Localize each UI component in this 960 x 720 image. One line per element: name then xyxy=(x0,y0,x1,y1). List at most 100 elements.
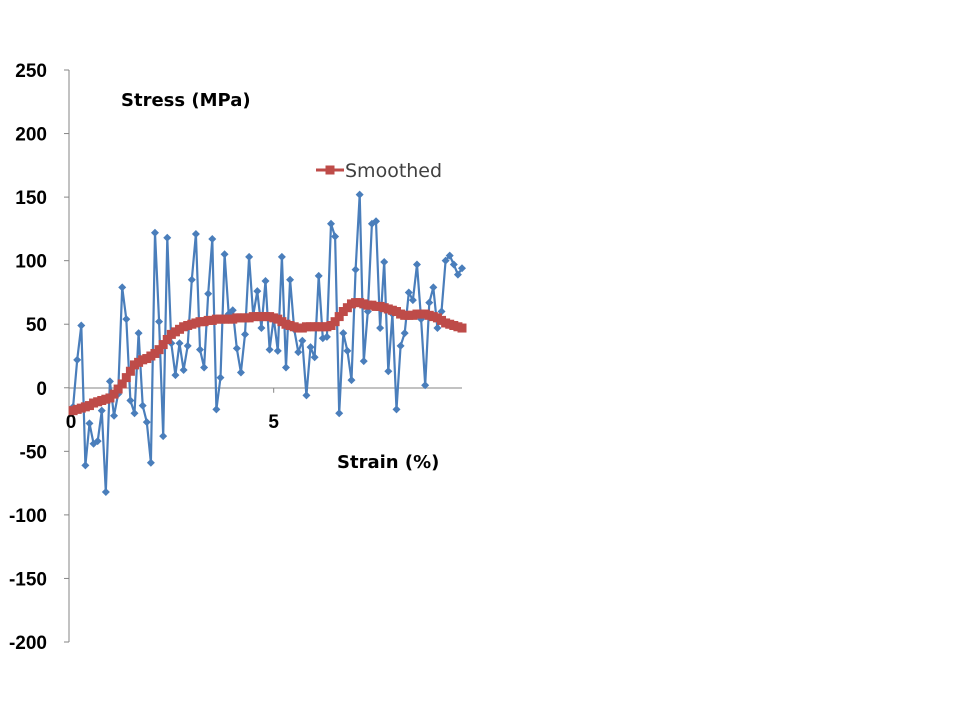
raw-data-point xyxy=(384,367,393,376)
y-tick-label: -200 xyxy=(9,633,47,654)
raw-data-point xyxy=(138,401,147,410)
smoothed-data-point xyxy=(121,373,131,383)
raw-data-point xyxy=(155,317,164,326)
smoothed-data-point xyxy=(457,323,467,333)
y-tick-label: 250 xyxy=(15,61,47,82)
raw-data-point xyxy=(163,233,172,242)
raw-data-point xyxy=(372,217,381,226)
raw-data-point xyxy=(122,315,131,324)
raw-data-point xyxy=(175,339,184,348)
raw-data-point xyxy=(208,235,217,244)
y-tick-label: 50 xyxy=(26,315,47,336)
raw-data-point xyxy=(412,260,421,269)
raw-data-point xyxy=(105,377,114,386)
raw-data-point xyxy=(130,409,139,418)
raw-data-point xyxy=(236,368,245,377)
raw-data-point xyxy=(265,345,274,354)
raw-data-point xyxy=(196,345,204,354)
raw-data-point xyxy=(441,256,450,265)
raw-data-point xyxy=(376,324,385,333)
smoothed-data-point xyxy=(158,340,168,350)
raw-data-point xyxy=(146,458,155,467)
raw-data-point xyxy=(425,298,434,307)
raw-data-point xyxy=(253,287,262,296)
raw-data-point xyxy=(458,264,466,273)
raw-data-point xyxy=(306,343,315,352)
raw-data-point xyxy=(302,391,311,400)
raw-data-point xyxy=(257,324,266,333)
raw-data-point xyxy=(81,461,90,470)
raw-data-point xyxy=(245,252,254,261)
raw-data-point xyxy=(310,353,319,362)
raw-data-point xyxy=(232,344,241,353)
raw-data-point xyxy=(335,409,344,418)
raw-data-point xyxy=(216,373,225,382)
raw-data-point xyxy=(449,260,458,269)
raw-data-point xyxy=(183,341,192,350)
raw-data-point xyxy=(142,418,151,427)
raw-data-point xyxy=(241,330,250,339)
raw-data-point xyxy=(396,341,405,350)
smoothed-data-point xyxy=(125,366,135,376)
raw-data-point xyxy=(343,346,352,355)
raw-data-point xyxy=(77,321,86,330)
raw-data-point xyxy=(404,288,413,297)
raw-data-point xyxy=(408,296,417,305)
raw-data-point xyxy=(134,329,143,338)
raw-data-point xyxy=(204,289,213,298)
smoothed-data-point xyxy=(334,312,344,322)
x-tick-label: 0 xyxy=(66,412,77,433)
raw-data-point xyxy=(273,346,282,355)
raw-data-point xyxy=(85,419,94,428)
legend-label-smoothed: Smoothed xyxy=(345,160,442,182)
raw-data-point xyxy=(200,363,209,372)
x-axis-title: Strain (%) xyxy=(337,452,439,473)
raw-data-point xyxy=(421,381,430,390)
raw-data-point xyxy=(314,271,323,280)
legend: Smoothed xyxy=(316,160,442,182)
y-tick-label: 200 xyxy=(15,125,47,146)
raw-data-point xyxy=(445,251,454,260)
raw-data-point xyxy=(339,329,348,338)
smoothed-data-point xyxy=(162,334,172,344)
smoothed-data-point xyxy=(109,389,119,399)
smoothed-data-point xyxy=(117,379,127,389)
raw-data-point xyxy=(347,376,356,385)
raw-series-line xyxy=(72,193,463,494)
y-tick-label: -50 xyxy=(20,442,47,463)
raw-data-point xyxy=(380,257,389,266)
raw-data-point xyxy=(93,437,102,446)
raw-data-point xyxy=(73,355,82,364)
raw-data-point xyxy=(277,252,286,261)
raw-data-point xyxy=(433,324,442,333)
raw-data-point xyxy=(220,250,229,259)
raw-data-point xyxy=(150,228,159,237)
smoothed-data-point xyxy=(154,345,164,355)
raw-data-point xyxy=(453,270,462,279)
raw-data-point xyxy=(171,371,180,380)
raw-data-point xyxy=(351,265,360,274)
raw-data-point xyxy=(159,432,168,441)
raw-data-point xyxy=(187,275,196,284)
raw-series xyxy=(69,190,466,497)
raw-data-point xyxy=(110,411,119,420)
y-tick-label: 0 xyxy=(36,379,47,400)
raw-data-point xyxy=(331,232,340,241)
y-tick-label: 150 xyxy=(15,188,47,209)
raw-data-point xyxy=(212,405,221,414)
raw-data-point xyxy=(359,357,368,366)
raw-data-point xyxy=(228,306,237,315)
raw-data-point xyxy=(126,396,135,405)
y-tick-label: 100 xyxy=(15,252,47,273)
legend-marker-smoothed xyxy=(325,165,335,175)
y-tick-label: -150 xyxy=(9,569,47,590)
raw-data-point xyxy=(118,283,127,292)
y-tick-group: 250 200 150 100 50 0 -50 -100 -150 -200 xyxy=(9,61,69,654)
smoothed-data-point xyxy=(113,384,123,394)
raw-data-point xyxy=(261,277,270,286)
raw-data-point xyxy=(400,329,409,338)
raw-data-point xyxy=(97,406,106,415)
x-tick-label: 5 xyxy=(268,412,279,433)
